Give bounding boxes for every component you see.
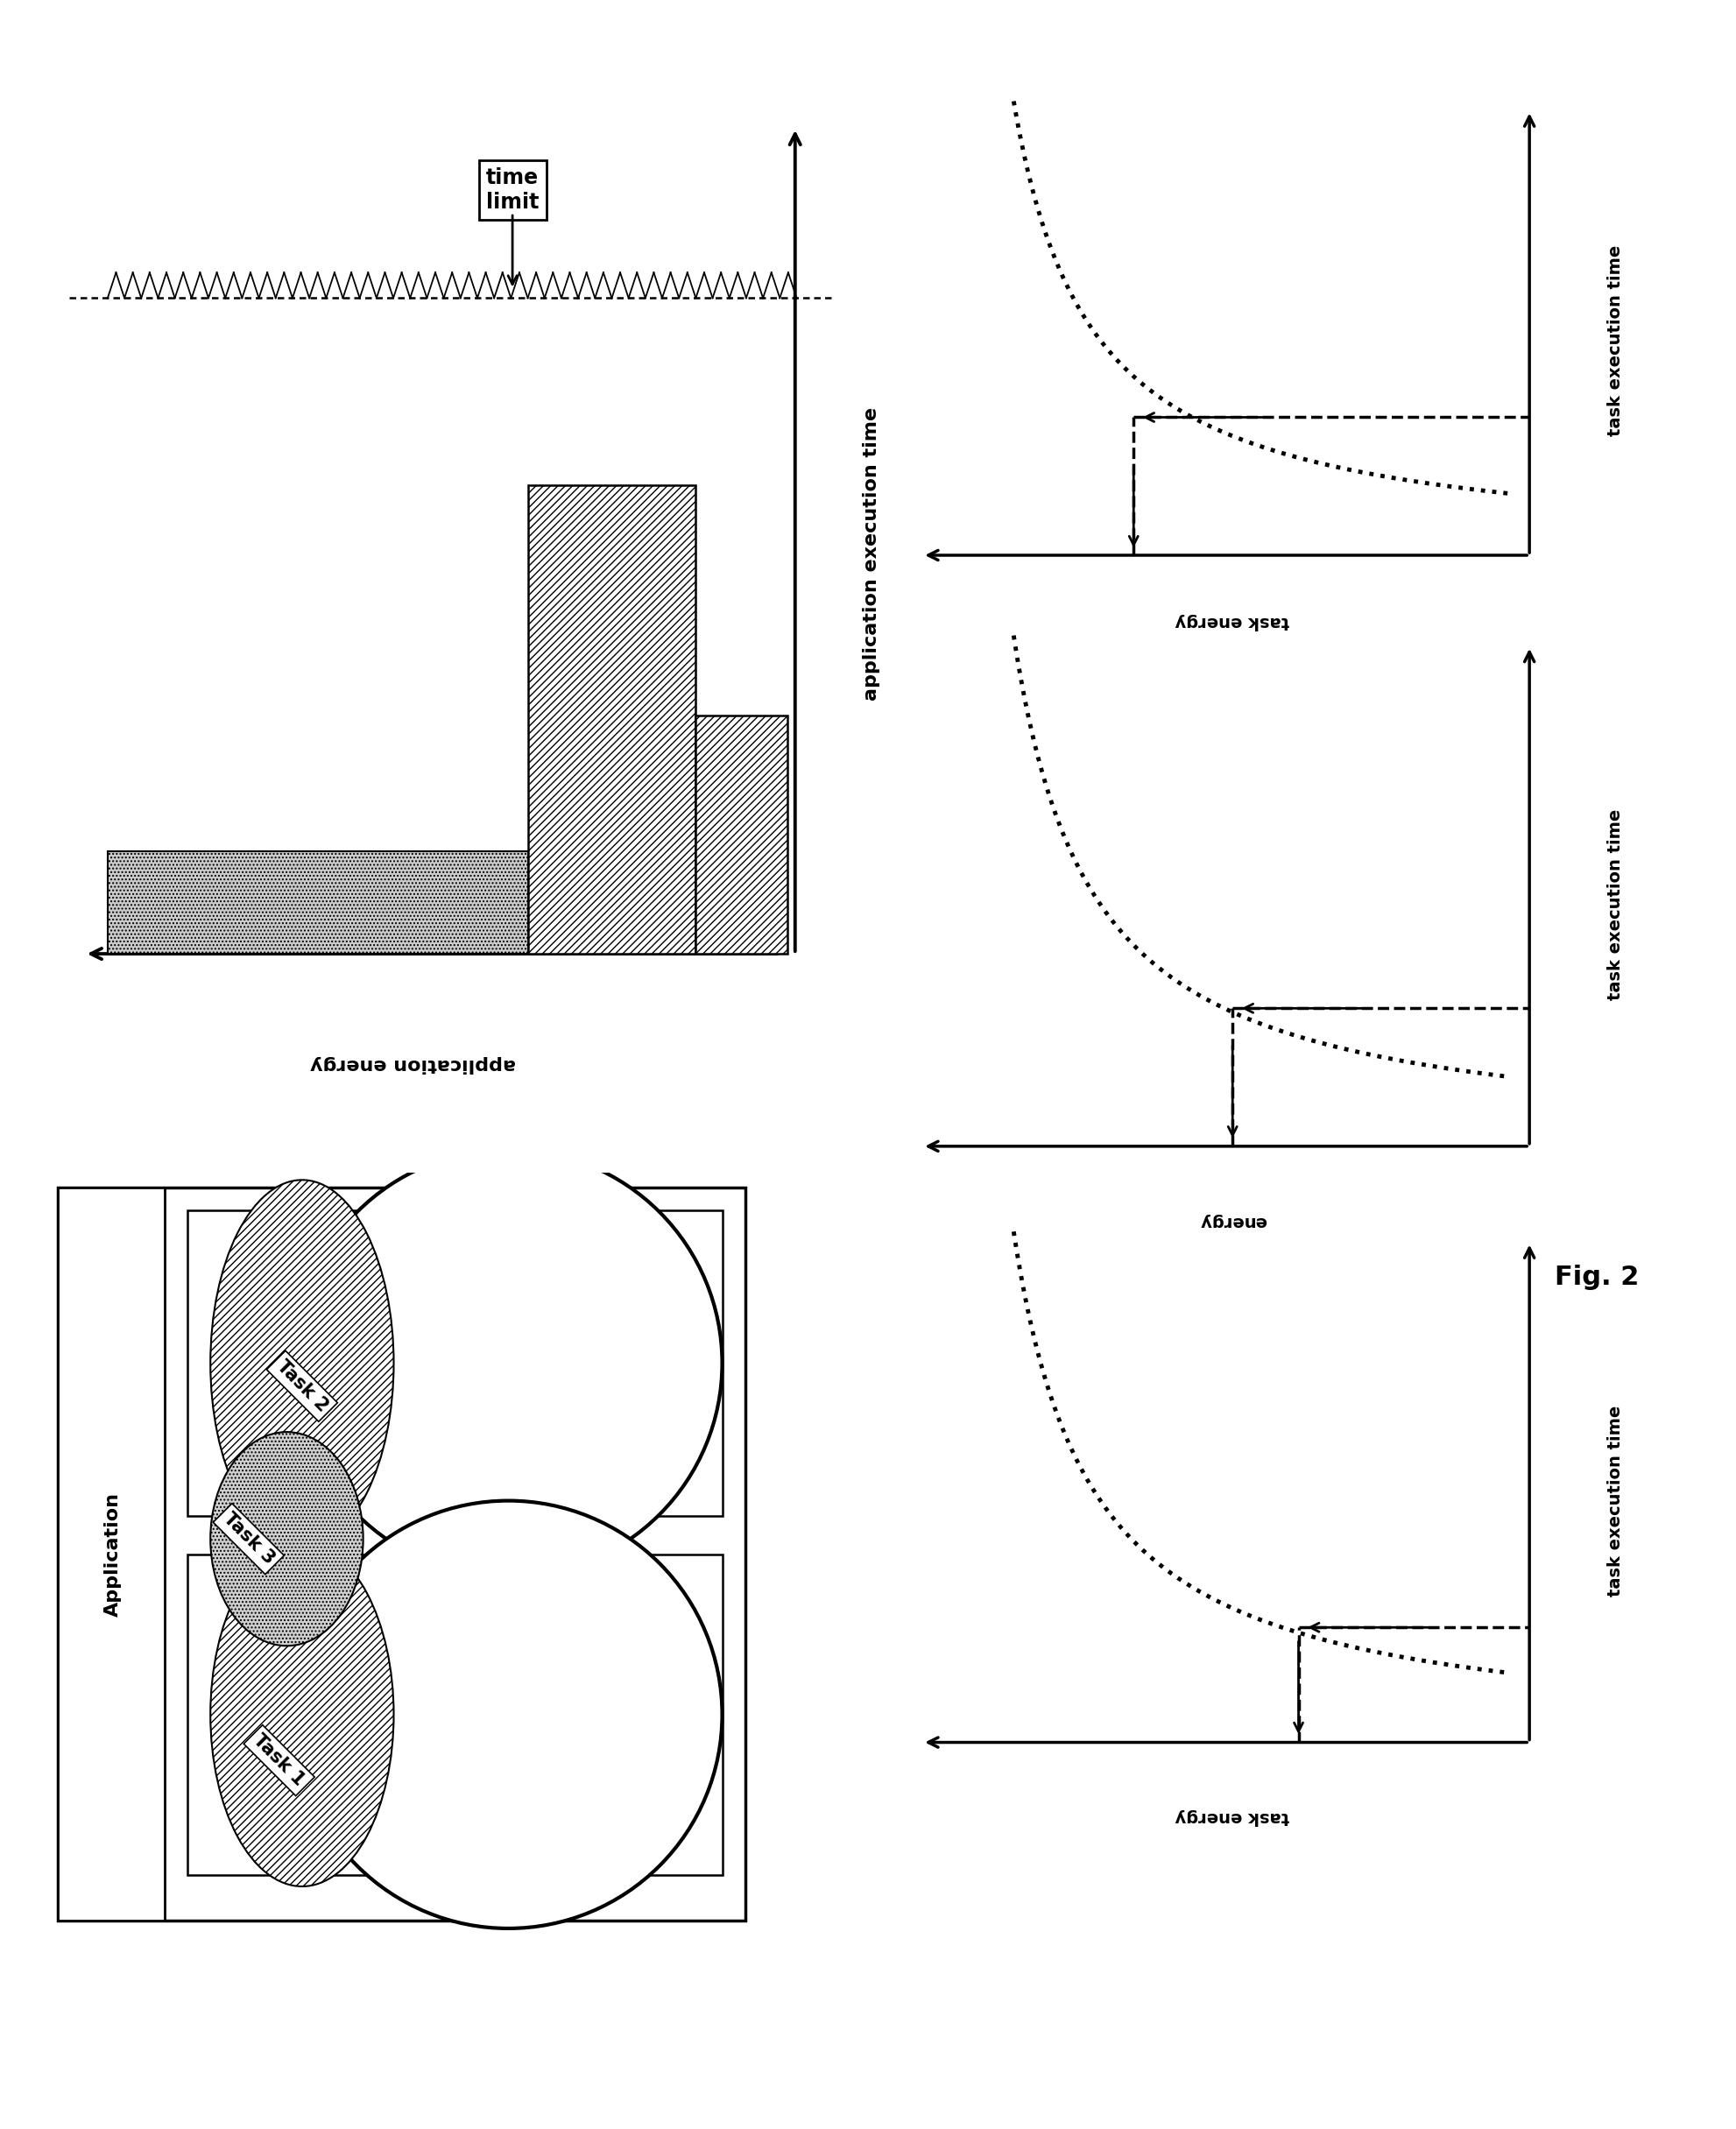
Text: Task 3: Task 3 xyxy=(219,1509,278,1567)
Text: task execution time: task execution time xyxy=(1608,245,1623,436)
Ellipse shape xyxy=(210,1433,363,1646)
Text: application energy: application energy xyxy=(311,1056,516,1073)
Text: time
limit: time limit xyxy=(486,168,538,213)
Text: Fig. 2: Fig. 2 xyxy=(1555,1265,1639,1290)
Text: task execution time: task execution time xyxy=(1608,809,1623,1001)
Bar xyxy=(696,715,788,954)
Bar xyxy=(108,852,528,954)
Text: application execution time: application execution time xyxy=(863,407,880,700)
Text: Task 2: Task 2 xyxy=(273,1356,332,1416)
Circle shape xyxy=(295,1501,722,1929)
Text: Application: Application xyxy=(104,1492,122,1616)
Text: Task 1: Task 1 xyxy=(250,1731,309,1788)
Bar xyxy=(187,1554,722,1876)
Ellipse shape xyxy=(210,1544,394,1886)
Bar xyxy=(187,1211,722,1516)
Bar xyxy=(528,485,696,954)
Ellipse shape xyxy=(210,1179,394,1546)
Bar xyxy=(57,1188,165,1920)
Text: energy: energy xyxy=(1200,1214,1266,1228)
Text: task energy: task energy xyxy=(1175,1810,1290,1825)
Circle shape xyxy=(295,1150,722,1578)
Text: task execution time: task execution time xyxy=(1608,1405,1623,1597)
Text: task energy: task energy xyxy=(1175,613,1290,630)
